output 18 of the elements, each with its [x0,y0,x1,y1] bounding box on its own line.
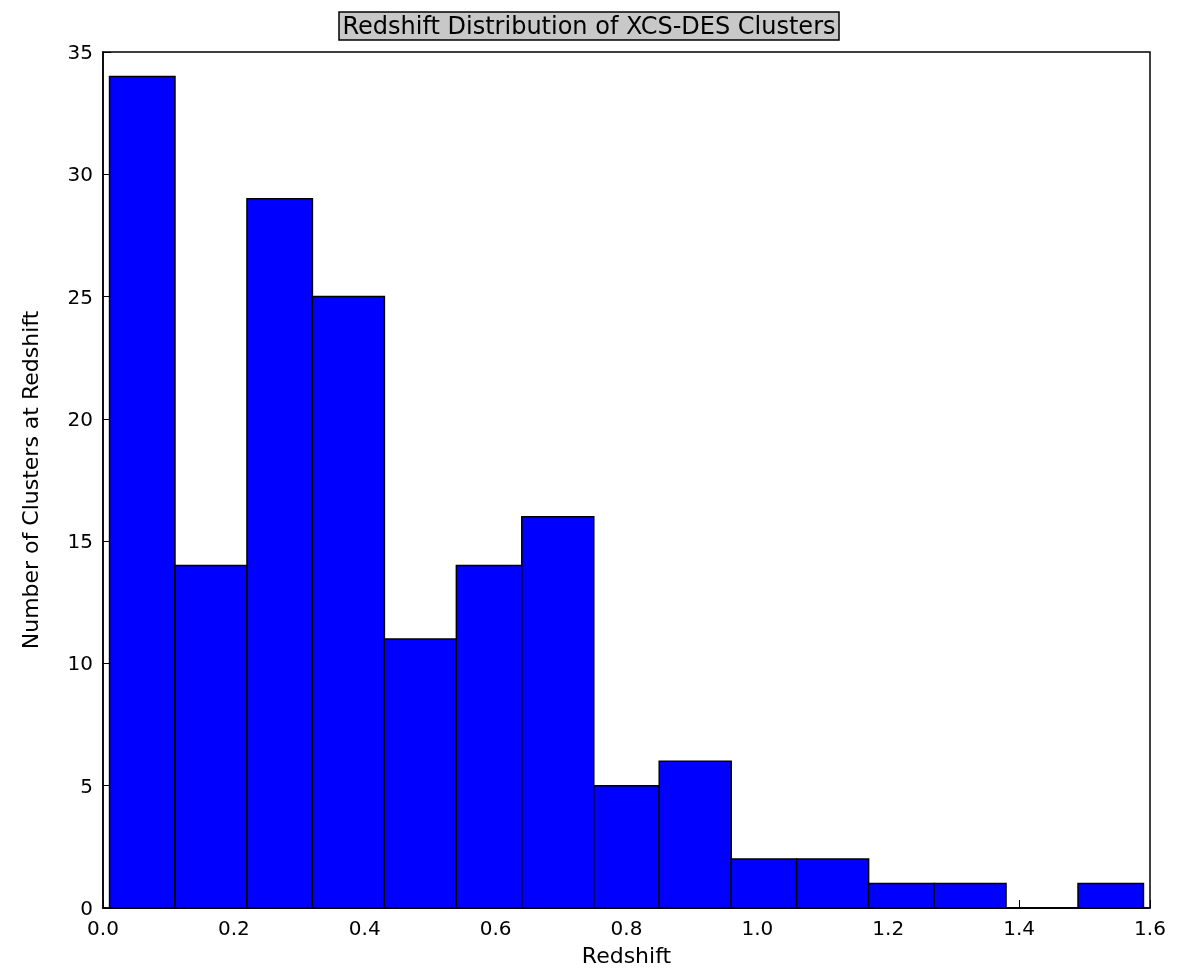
y-tick-label: 35 [67,40,93,64]
x-axis-title: Redshift [581,942,672,968]
chart-title: Redshift Distribution of XCS-DES Clusters [342,12,836,40]
y-tick-label: 20 [67,406,93,431]
y-tick-label: 5 [80,773,93,798]
y-tick-label: 15 [67,529,93,554]
x-tick-label: 1.0 [741,916,774,940]
y-tick-label: 10 [67,651,93,676]
x-tick-label: 1.6 [1134,916,1166,940]
x-tick-label: 0.4 [348,916,381,940]
x-tick-label: 1.2 [872,916,905,940]
y-tick-label: 25 [67,284,93,309]
x-tick-label: 0.2 [217,916,250,940]
x-tick-label: 0.8 [610,916,643,940]
y-tick-label: 30 [67,162,93,187]
x-tick-label: 0.6 [479,916,512,940]
x-tick-label: 1.4 [1003,916,1036,940]
y-axis-title: Number of Clusters at Redshift [17,310,43,650]
